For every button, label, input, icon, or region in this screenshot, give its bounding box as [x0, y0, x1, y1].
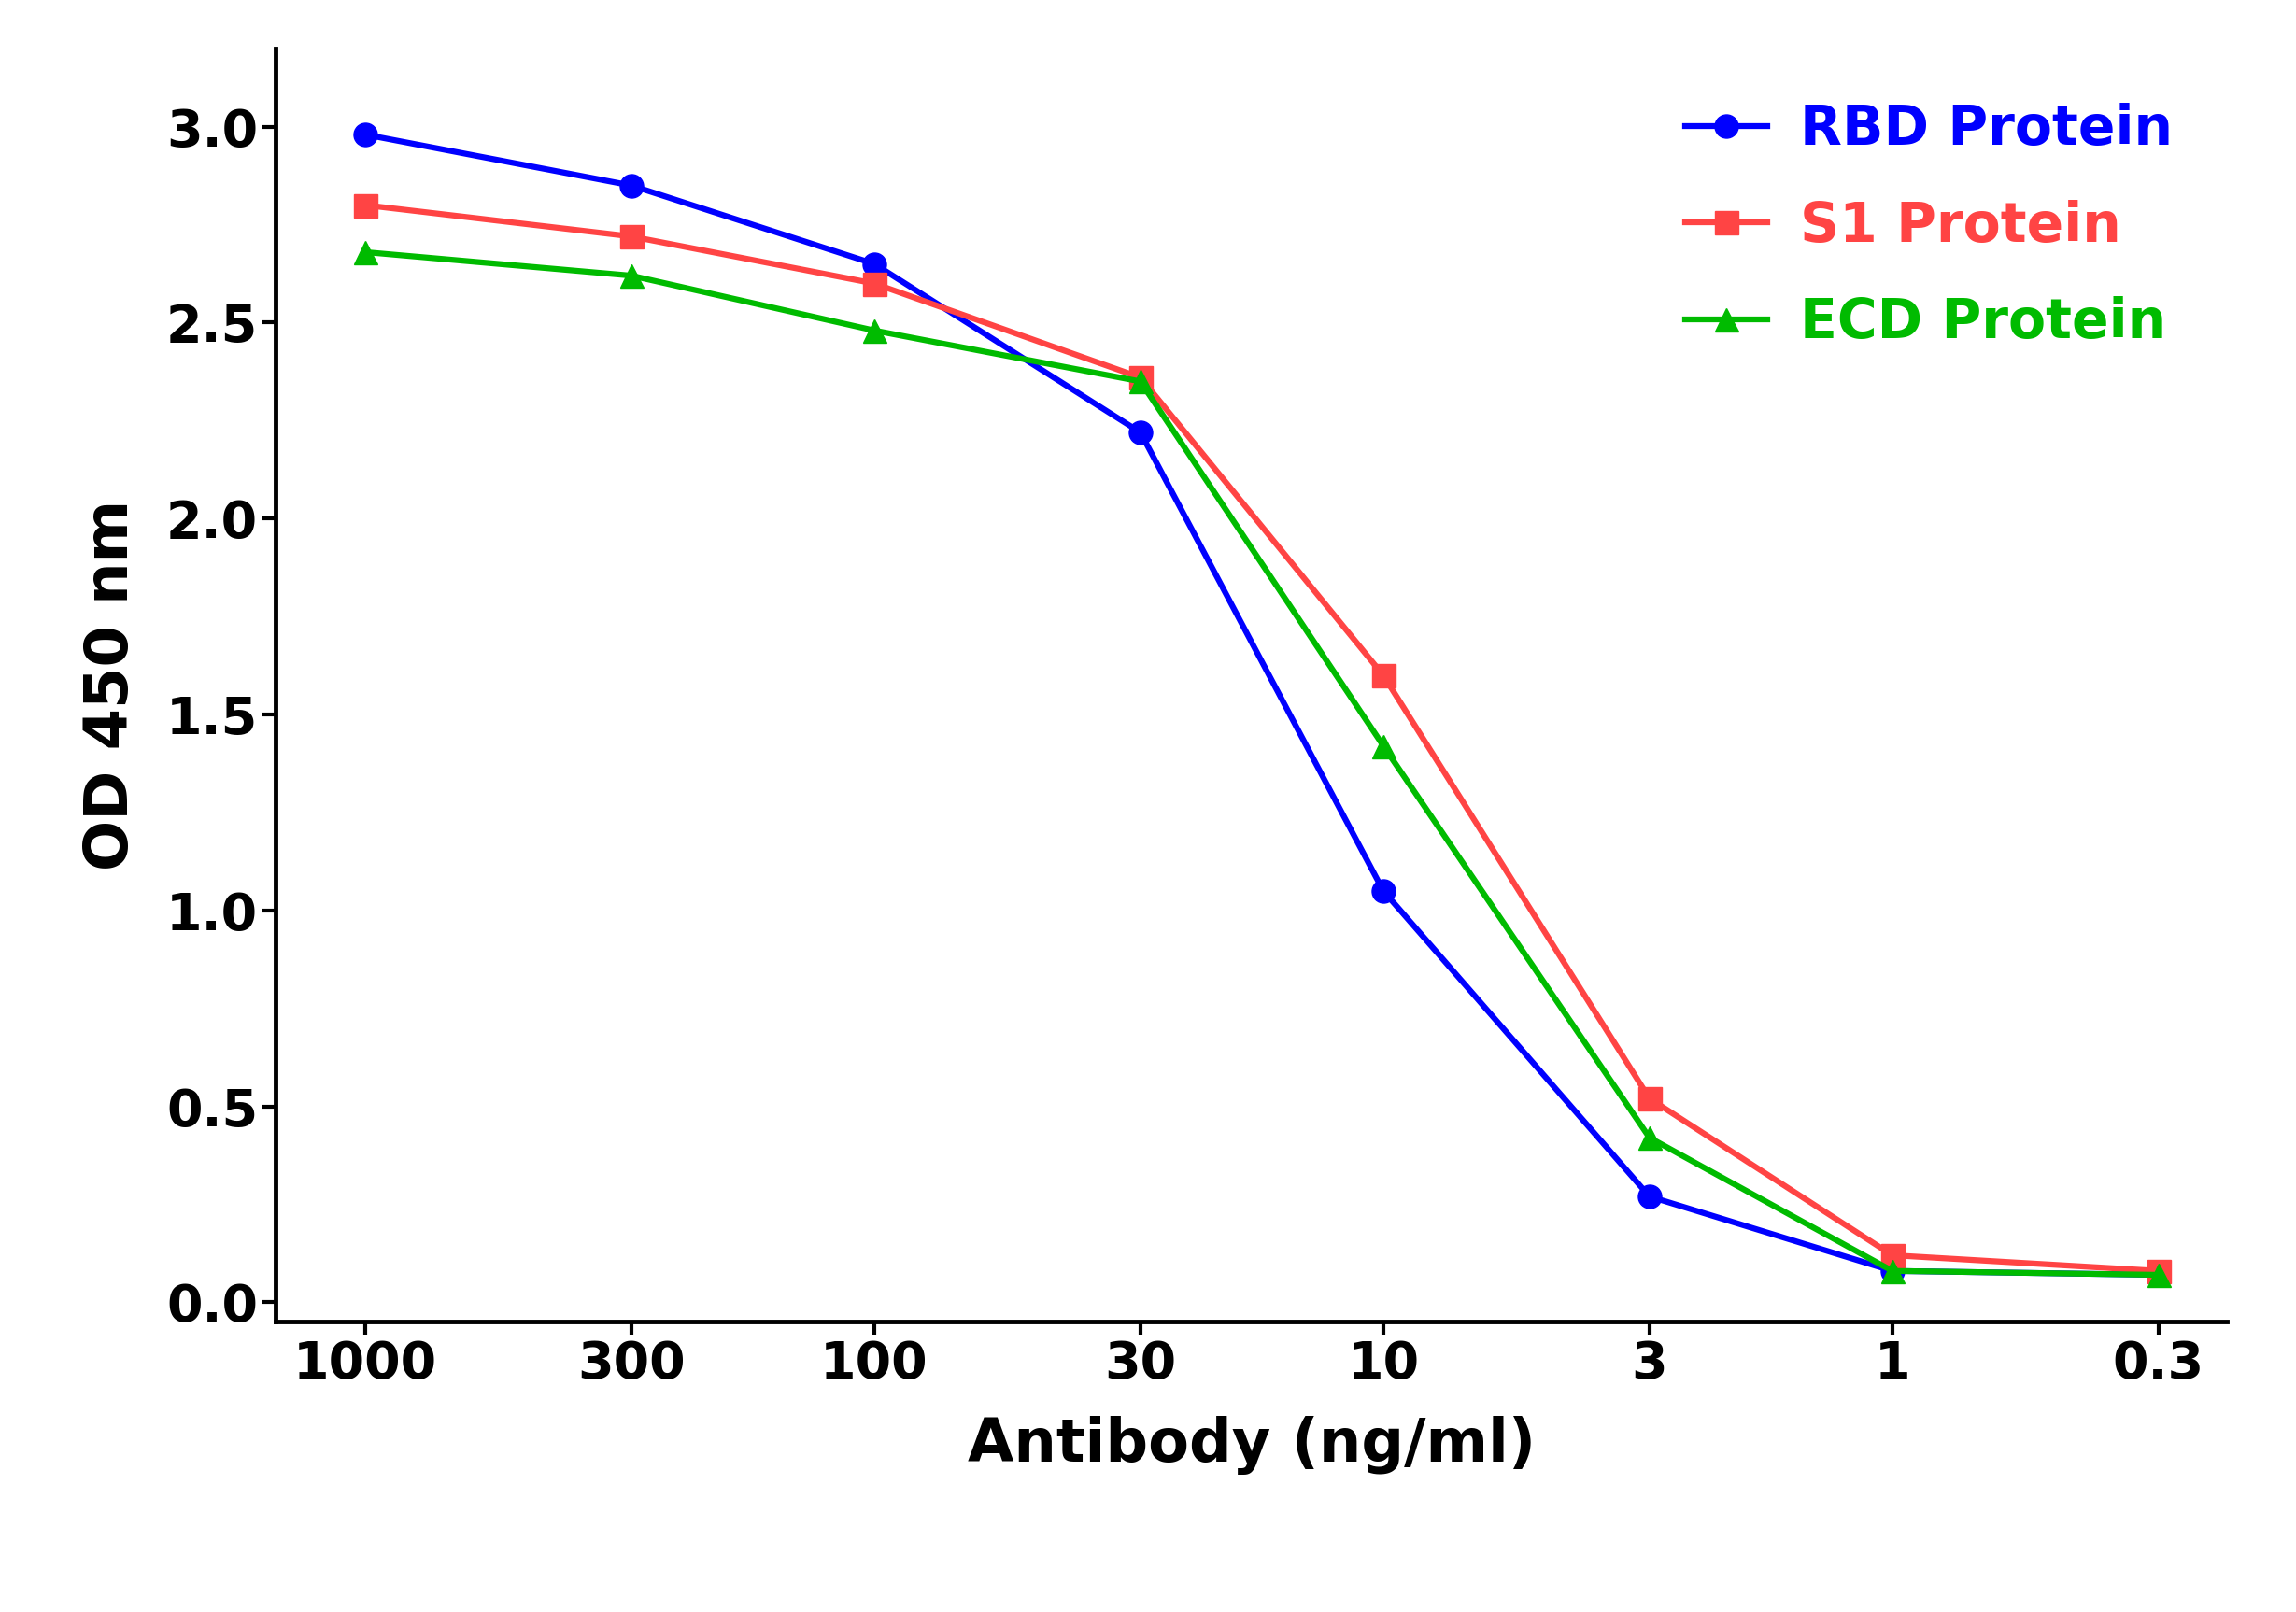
RBD Protein [861, 255, 889, 274]
S1 Protein [2144, 1261, 2172, 1280]
Legend: RBD Protein, S1 Protein, ECD Protein: RBD Protein, S1 Protein, ECD Protein [1658, 76, 2200, 377]
ECD Protein [1635, 1128, 1662, 1148]
S1 Protein [1368, 666, 1396, 685]
ECD Protein [2144, 1265, 2172, 1285]
Line: S1 Protein: S1 Protein [354, 193, 2170, 1283]
ECD Protein [1878, 1261, 1906, 1280]
X-axis label: Antibody (ng/ml): Antibody (ng/ml) [967, 1415, 1536, 1475]
S1 Protein [351, 195, 379, 214]
ECD Protein [618, 266, 645, 285]
Line: ECD Protein: ECD Protein [354, 240, 2170, 1286]
Y-axis label: OD 450 nm: OD 450 nm [83, 500, 140, 870]
RBD Protein [2144, 1265, 2172, 1285]
S1 Protein [618, 227, 645, 247]
S1 Protein [1878, 1246, 1906, 1265]
S1 Protein [1127, 368, 1155, 387]
RBD Protein [351, 124, 379, 143]
RBD Protein [1635, 1186, 1662, 1206]
RBD Protein [1878, 1261, 1906, 1280]
S1 Protein [861, 274, 889, 293]
ECD Protein [351, 242, 379, 261]
Line: RBD Protein: RBD Protein [354, 123, 2170, 1286]
ECD Protein [861, 321, 889, 340]
RBD Protein [618, 176, 645, 195]
RBD Protein [1368, 882, 1396, 901]
ECD Protein [1368, 737, 1396, 756]
RBD Protein [1127, 422, 1155, 442]
ECD Protein [1127, 372, 1155, 392]
S1 Protein [1635, 1088, 1662, 1107]
